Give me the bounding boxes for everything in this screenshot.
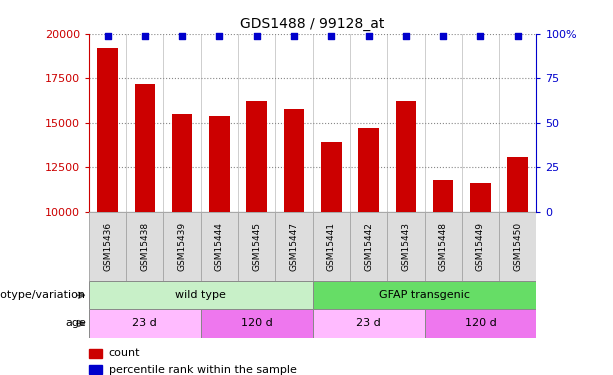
Text: GSM15438: GSM15438 <box>140 222 150 272</box>
Bar <box>313 281 536 309</box>
Bar <box>359 128 379 375</box>
Bar <box>433 180 454 375</box>
Text: GSM15449: GSM15449 <box>476 222 485 271</box>
Text: GSM15441: GSM15441 <box>327 222 336 271</box>
Text: GSM15448: GSM15448 <box>439 222 447 271</box>
Point <box>326 33 336 39</box>
Bar <box>89 309 201 338</box>
Point <box>289 33 299 39</box>
Bar <box>313 212 350 281</box>
Bar <box>238 212 275 281</box>
Bar <box>89 212 126 281</box>
Bar <box>499 212 536 281</box>
Bar <box>321 142 341 375</box>
Bar <box>246 102 267 375</box>
Point <box>438 33 448 39</box>
Title: GDS1488 / 99128_at: GDS1488 / 99128_at <box>240 17 385 32</box>
Text: GSM15450: GSM15450 <box>513 222 522 272</box>
Bar <box>172 114 192 375</box>
Bar <box>313 309 424 338</box>
Text: percentile rank within the sample: percentile rank within the sample <box>109 364 296 375</box>
Text: GFAP transgenic: GFAP transgenic <box>379 290 470 300</box>
Bar <box>201 212 238 281</box>
Bar <box>350 212 387 281</box>
Bar <box>508 157 528 375</box>
Bar <box>395 102 416 375</box>
Bar <box>284 109 304 375</box>
Bar <box>275 212 313 281</box>
Point <box>215 33 224 39</box>
Bar <box>89 281 313 309</box>
Text: GSM15445: GSM15445 <box>252 222 261 271</box>
Text: count: count <box>109 348 140 358</box>
Text: 120 d: 120 d <box>241 318 273 328</box>
Bar <box>135 84 155 375</box>
Bar <box>97 48 118 375</box>
Bar <box>424 212 462 281</box>
Text: GSM15447: GSM15447 <box>289 222 299 271</box>
Bar <box>164 212 200 281</box>
Text: GSM15443: GSM15443 <box>402 222 410 271</box>
Bar <box>424 309 536 338</box>
Text: wild type: wild type <box>175 290 226 300</box>
Point <box>177 33 187 39</box>
Text: GSM15436: GSM15436 <box>103 222 112 272</box>
Text: 23 d: 23 d <box>356 318 381 328</box>
Bar <box>209 116 230 375</box>
Point <box>140 33 150 39</box>
Bar <box>201 309 313 338</box>
Bar <box>462 212 499 281</box>
Bar <box>387 212 424 281</box>
Text: 120 d: 120 d <box>465 318 497 328</box>
Text: age: age <box>65 318 86 328</box>
Bar <box>470 183 490 375</box>
Text: genotype/variation: genotype/variation <box>0 290 86 300</box>
Text: GSM15444: GSM15444 <box>215 222 224 271</box>
Point <box>476 33 485 39</box>
Bar <box>126 212 164 281</box>
Text: GSM15442: GSM15442 <box>364 222 373 271</box>
Point <box>513 33 523 39</box>
Point <box>401 33 411 39</box>
Point <box>364 33 373 39</box>
Text: 23 d: 23 d <box>132 318 157 328</box>
Point <box>102 33 112 39</box>
Point <box>252 33 262 39</box>
Text: GSM15439: GSM15439 <box>178 222 186 272</box>
